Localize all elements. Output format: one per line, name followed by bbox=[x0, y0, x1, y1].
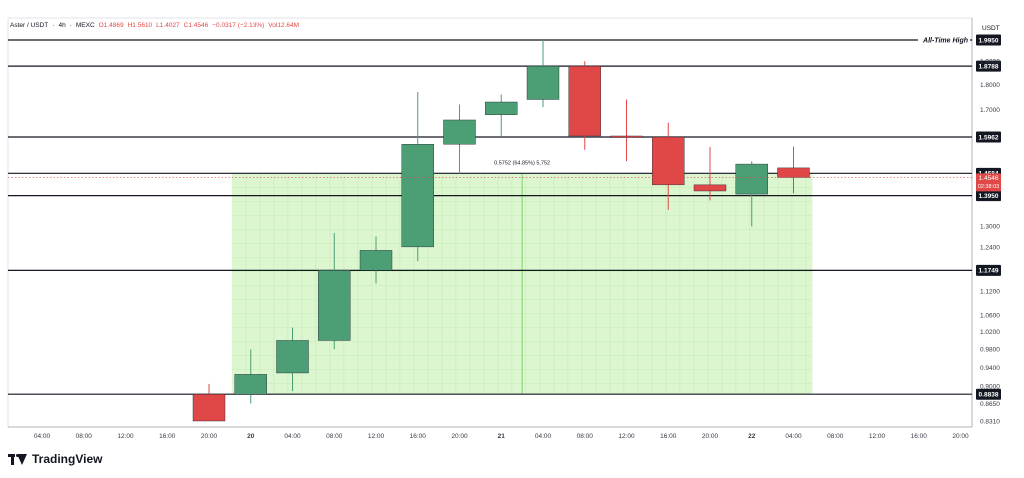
level-price-label: 1.9950 bbox=[979, 37, 999, 44]
change-value: −0.0317 (−2.13%) bbox=[212, 22, 265, 29]
time-axis-tick: 16:00 bbox=[911, 433, 928, 440]
time-axis-tick: 12:00 bbox=[618, 433, 635, 440]
time-axis-tick: 08:00 bbox=[577, 433, 594, 440]
candle-body[interactable] bbox=[318, 270, 351, 341]
time-axis-tick: 08:00 bbox=[326, 433, 343, 440]
candle-body[interactable] bbox=[568, 65, 601, 137]
level-price-label: 1.5962 bbox=[979, 134, 999, 141]
price-axis-tick: 0.8310 bbox=[980, 418, 1000, 425]
candle-body[interactable] bbox=[735, 163, 768, 195]
time-axis-tick: 20 bbox=[247, 433, 255, 440]
time-axis-tick: 04:00 bbox=[284, 433, 301, 440]
time-axis-tick: 04:00 bbox=[785, 433, 802, 440]
price-axis-tick: 1.1200 bbox=[980, 289, 1000, 296]
interval[interactable]: 4h bbox=[58, 22, 66, 29]
level-price-label: 1.8788 bbox=[979, 64, 999, 71]
price-axis-tick: 0.9000 bbox=[980, 384, 1000, 391]
price-axis-tick: 0.8650 bbox=[980, 401, 1000, 408]
time-axis-tick: 20:00 bbox=[702, 433, 719, 440]
high-value: H1.5610 bbox=[127, 22, 153, 29]
current-price-label: 1.4546 bbox=[979, 175, 999, 182]
price-axis-tick: 1.0600 bbox=[980, 313, 1000, 320]
time-axis-tick: 16:00 bbox=[660, 433, 677, 440]
candle-body[interactable] bbox=[443, 119, 476, 145]
level-price-tag bbox=[976, 131, 1001, 143]
price-axis-unit: USDT bbox=[982, 25, 1000, 32]
time-axis-tick: 04:00 bbox=[34, 433, 51, 440]
level-price-label: 1.1749 bbox=[979, 268, 999, 275]
level-price-label: 1.3950 bbox=[979, 193, 999, 200]
close-value: C1.4546 bbox=[183, 22, 209, 29]
current-price-tag bbox=[976, 173, 1001, 192]
bar-countdown-label: 02:38:03 bbox=[978, 184, 999, 190]
candle-body[interactable] bbox=[652, 136, 685, 186]
time-axis-tick: 04:00 bbox=[535, 433, 552, 440]
level-price-tag bbox=[976, 388, 1001, 400]
level-note-bg bbox=[918, 35, 970, 45]
level-note-label: All-Time High bbox=[922, 37, 968, 44]
symbol-name[interactable]: Aster / USDT bbox=[10, 22, 49, 29]
price-axis-tick: 1.9000 bbox=[980, 59, 1000, 66]
candle-body[interactable] bbox=[401, 144, 434, 248]
time-axis-tick: 12:00 bbox=[869, 433, 886, 440]
price-axis-tick: 1.0200 bbox=[980, 329, 1000, 336]
level-price-tag bbox=[976, 190, 1001, 202]
time-axis-tick: 20:00 bbox=[451, 433, 468, 440]
candle-body[interactable] bbox=[693, 184, 727, 192]
exchange: MEXC bbox=[75, 22, 95, 29]
open-value: O1.4869 bbox=[98, 22, 124, 29]
time-axis-tick: 20:00 bbox=[952, 433, 969, 440]
legend-sep: · bbox=[52, 22, 55, 29]
price-axis-tick: 1.7000 bbox=[980, 107, 1000, 114]
candle-body[interactable] bbox=[526, 65, 560, 100]
tradingview-logo-text: TradingView bbox=[32, 452, 103, 466]
time-axis-tick: 16:00 bbox=[410, 433, 427, 440]
time-axis-tick: 20:00 bbox=[201, 433, 218, 440]
time-axis-tick: 08:00 bbox=[827, 433, 844, 440]
candle-body[interactable] bbox=[610, 135, 643, 138]
time-axis-tick: 16:00 bbox=[159, 433, 176, 440]
tradingview-icon bbox=[8, 453, 28, 465]
measure-zone-label: 0.5752 (64.85%) 5,752 bbox=[494, 160, 550, 166]
level-price-tag bbox=[976, 60, 1001, 72]
price-axis-tick: 0.9800 bbox=[980, 347, 1000, 354]
time-axis-tick: 12:00 bbox=[117, 433, 134, 440]
candle-body[interactable] bbox=[359, 250, 393, 271]
price-axis-tick: 1.3000 bbox=[980, 224, 1000, 231]
level-price-label: 0.8838 bbox=[979, 392, 999, 399]
legend-sep: · bbox=[69, 22, 72, 29]
time-axis-tick: 12:00 bbox=[368, 433, 385, 440]
candle-body[interactable] bbox=[234, 374, 267, 395]
time-axis-tick: 21 bbox=[498, 433, 506, 440]
volume-value: Vol12.64M bbox=[268, 22, 300, 29]
candle-body[interactable] bbox=[192, 394, 226, 422]
candle-body[interactable] bbox=[777, 167, 810, 178]
time-axis-tick: 08:00 bbox=[76, 433, 93, 440]
symbol-legend: Aster / USDT · 4h · MEXC O1.4869 H1.5610… bbox=[10, 22, 299, 29]
price-axis-tick: 0.9400 bbox=[980, 365, 1000, 372]
time-axis-tick: 22 bbox=[748, 433, 756, 440]
price-axis-tick: 1.2400 bbox=[980, 244, 1000, 251]
price-axis-tick: 1.8000 bbox=[980, 82, 1000, 89]
tradingview-logo[interactable]: TradingView bbox=[8, 452, 102, 466]
low-value: L1.4027 bbox=[156, 22, 180, 29]
level-price-tag bbox=[976, 264, 1001, 276]
candle-body[interactable] bbox=[485, 101, 518, 115]
candle-body[interactable] bbox=[276, 340, 309, 374]
level-price-tag bbox=[976, 34, 1001, 46]
